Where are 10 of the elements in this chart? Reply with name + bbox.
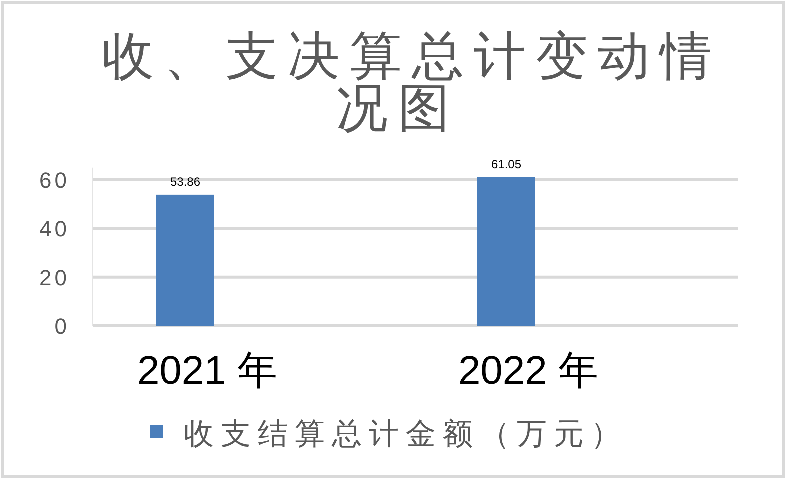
chart-title: 收、支决算总计变动情况图 bbox=[102, 28, 722, 138]
x-tick-label: 2022 年 bbox=[458, 349, 599, 393]
y-tick-label: 60 bbox=[40, 168, 70, 193]
x-tick-label: 2021 年 bbox=[137, 349, 278, 393]
data-label: 61.05 bbox=[491, 157, 522, 172]
data-label: 53.86 bbox=[170, 174, 201, 189]
y-tick-label: 0 bbox=[54, 314, 70, 339]
legend-label: 收支结算总计金额（万元） bbox=[184, 418, 628, 451]
y-tick-label: 20 bbox=[40, 265, 70, 290]
y-tick-label: 40 bbox=[40, 216, 70, 242]
